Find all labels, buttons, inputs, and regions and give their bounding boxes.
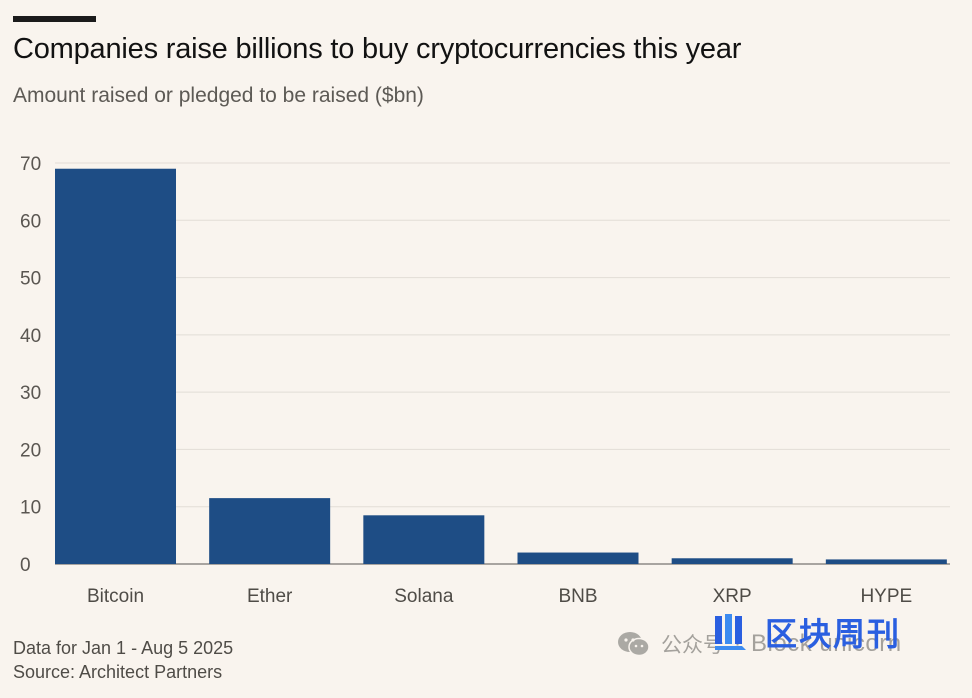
x-category-label: Bitcoin bbox=[87, 586, 144, 607]
chart-subtitle: Amount raised or pledged to be raised ($… bbox=[13, 84, 424, 107]
top-rule bbox=[13, 16, 96, 22]
x-category-label: BNB bbox=[558, 586, 597, 607]
x-category-label: HYPE bbox=[860, 586, 912, 607]
bar-bitcoin bbox=[55, 168, 176, 564]
y-tick-label: 30 bbox=[20, 383, 41, 404]
bar-solana bbox=[363, 515, 485, 564]
bar-xrp bbox=[671, 558, 793, 564]
watermark: 公众号 · Block unicorn bbox=[617, 614, 902, 674]
bar-bnb bbox=[517, 552, 639, 564]
x-category-label: Ether bbox=[247, 586, 293, 607]
logo-mark-icon bbox=[715, 614, 746, 650]
y-tick-label: 40 bbox=[20, 326, 41, 347]
watermark-logo-text: 区块周刊 bbox=[765, 616, 902, 652]
chart-title: Companies raise billions to buy cryptocu… bbox=[13, 33, 742, 65]
y-tick-label: 60 bbox=[20, 211, 41, 232]
wechat-icon bbox=[618, 632, 650, 657]
watermark-logo: 区块周刊 bbox=[713, 609, 901, 655]
watermark-account: Block unicorn bbox=[751, 630, 902, 657]
y-tick-label: 10 bbox=[20, 498, 41, 519]
bar-hype bbox=[825, 559, 947, 564]
y-tick-label: 50 bbox=[20, 269, 41, 290]
date-range-note: Data for Jan 1 - Aug 5 2025 bbox=[13, 638, 234, 658]
x-category-label: XRP bbox=[713, 586, 752, 607]
y-tick-label: 20 bbox=[20, 440, 41, 461]
watermark-channel: 公众号 bbox=[661, 634, 724, 657]
y-tick-label: 70 bbox=[20, 154, 41, 175]
bar-ether bbox=[209, 498, 331, 564]
y-tick-label: 0 bbox=[20, 555, 31, 576]
bar-chart: 0 10 20 30 40 50 60 70 Bitcoin Ether Solana BNB XRP H… bbox=[20, 154, 950, 607]
source-note: Source: Architect Partners bbox=[13, 662, 223, 682]
x-category-label: Solana bbox=[394, 586, 454, 607]
